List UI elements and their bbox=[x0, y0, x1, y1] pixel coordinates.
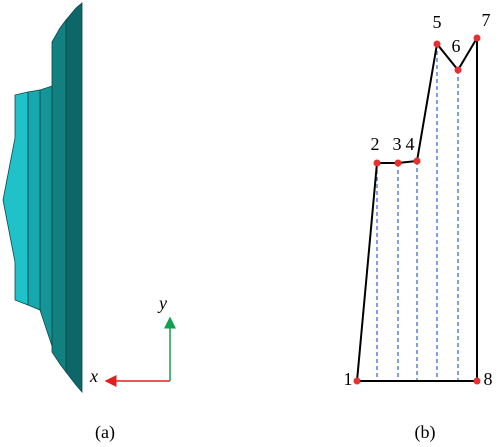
panel-caption: (b) bbox=[415, 422, 436, 443]
node-label: 2 bbox=[371, 134, 380, 154]
node-label: 4 bbox=[406, 134, 415, 154]
coordinate-axes: x y bbox=[89, 293, 176, 387]
node-label: 7 bbox=[482, 10, 491, 30]
x-axis-label: x bbox=[89, 366, 98, 386]
y-axis-label: y bbox=[157, 293, 167, 313]
node-label: 3 bbox=[393, 134, 402, 154]
profile: 1 2 3 4 5 6 7 8 bbox=[344, 10, 493, 389]
panel-caption: (a) bbox=[95, 422, 115, 443]
node-label: 5 bbox=[433, 12, 442, 32]
node-label: 6 bbox=[452, 36, 461, 56]
part-model bbox=[2, 2, 83, 394]
node-label: 8 bbox=[484, 369, 493, 389]
node-label: 1 bbox=[344, 369, 353, 389]
